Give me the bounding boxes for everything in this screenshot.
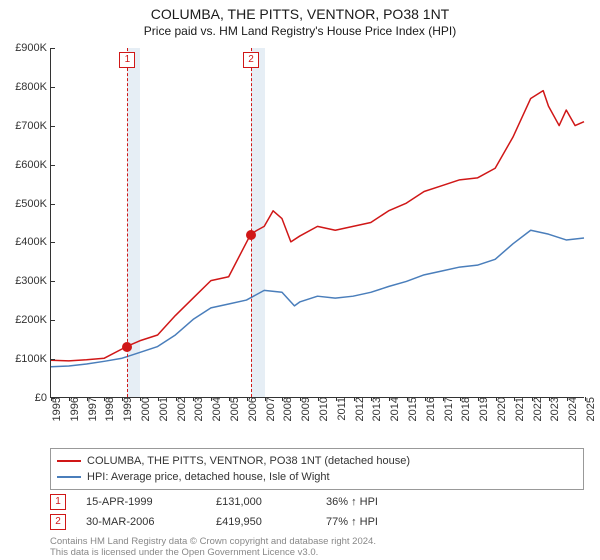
y-axis-label: £200K [15, 314, 51, 326]
event-dot [122, 342, 132, 352]
legend-swatch-2 [57, 476, 81, 478]
y-axis-label: £100K [15, 353, 51, 365]
event-date-2: 30-MAR-2006 [86, 516, 216, 528]
x-axis-label: 2004 [207, 397, 223, 421]
x-axis-label: 2000 [136, 397, 152, 421]
chart-title: COLUMBA, THE PITTS, VENTNOR, PO38 1NT [0, 0, 600, 22]
x-axis-label: 1999 [118, 397, 134, 421]
y-axis-label: £700K [15, 120, 51, 132]
legend-item-2: HPI: Average price, detached house, Isle… [57, 469, 577, 485]
x-axis-label: 2006 [243, 397, 259, 421]
event-price-1: £131,000 [216, 496, 326, 508]
x-axis-label: 2016 [421, 397, 437, 421]
footer-line-1: Contains HM Land Registry data © Crown c… [50, 536, 376, 547]
event-date-1: 15-APR-1999 [86, 496, 216, 508]
legend: COLUMBA, THE PITTS, VENTNOR, PO38 1NT (d… [50, 448, 584, 490]
footer-line-2: This data is licensed under the Open Gov… [50, 547, 376, 558]
chart-container: COLUMBA, THE PITTS, VENTNOR, PO38 1NT Pr… [0, 0, 600, 560]
footer-text: Contains HM Land Registry data © Crown c… [50, 536, 376, 558]
line-series-property [51, 91, 584, 361]
event-dot [246, 230, 256, 240]
legend-label-1: COLUMBA, THE PITTS, VENTNOR, PO38 1NT (d… [87, 453, 410, 469]
event-box-top: 1 [119, 52, 135, 68]
x-axis-label: 1997 [83, 397, 99, 421]
x-axis-label: 2013 [367, 397, 383, 421]
x-axis-label: 2018 [456, 397, 472, 421]
event-line [251, 48, 252, 397]
event-diff-1: 36% ↑ HPI [326, 496, 378, 508]
legend-item-1: COLUMBA, THE PITTS, VENTNOR, PO38 1NT (d… [57, 453, 577, 469]
y-axis-label: £600K [15, 159, 51, 171]
x-axis-label: 2017 [439, 397, 455, 421]
x-axis-label: 2001 [154, 397, 170, 421]
x-axis-label: 2020 [492, 397, 508, 421]
x-axis-label: 2008 [278, 397, 294, 421]
x-axis-label: 2025 [581, 397, 597, 421]
chart-subtitle: Price paid vs. HM Land Registry's House … [0, 22, 600, 38]
event-diff-2: 77% ↑ HPI [326, 516, 378, 528]
x-axis-label: 2019 [474, 397, 490, 421]
x-axis-label: 2007 [261, 397, 277, 421]
x-axis-label: 2009 [296, 397, 312, 421]
x-axis-label: 1996 [65, 397, 81, 421]
legend-label-2: HPI: Average price, detached house, Isle… [87, 469, 330, 485]
x-axis-label: 2015 [403, 397, 419, 421]
y-axis-label: £900K [15, 42, 51, 54]
x-axis-label: 2021 [510, 397, 526, 421]
event-marker-1: 1 [50, 494, 66, 510]
x-axis-label: 2022 [528, 397, 544, 421]
x-axis-label: 2005 [225, 397, 241, 421]
y-axis-label: £400K [15, 236, 51, 248]
event-marker-2: 2 [50, 514, 66, 530]
y-axis-label: £800K [15, 81, 51, 93]
y-axis-label: £500K [15, 198, 51, 210]
y-axis-label: £300K [15, 275, 51, 287]
event-row-2: 2 30-MAR-2006 £419,950 77% ↑ HPI [50, 514, 584, 530]
event-row-1: 1 15-APR-1999 £131,000 36% ↑ HPI [50, 494, 584, 510]
x-axis-label: 2011 [332, 397, 348, 421]
x-axis-label: 2003 [189, 397, 205, 421]
x-axis-label: 1995 [47, 397, 63, 421]
x-axis-label: 2012 [350, 397, 366, 421]
x-axis-label: 2010 [314, 397, 330, 421]
x-axis-label: 2023 [545, 397, 561, 421]
x-axis-label: 2014 [385, 397, 401, 421]
x-axis-label: 2002 [172, 397, 188, 421]
event-box-top: 2 [243, 52, 259, 68]
x-axis-label: 2024 [563, 397, 579, 421]
legend-swatch-1 [57, 460, 81, 462]
x-axis-label: 1998 [100, 397, 116, 421]
plot-area: £0£100K£200K£300K£400K£500K£600K£700K£80… [50, 48, 584, 398]
event-price-2: £419,950 [216, 516, 326, 528]
